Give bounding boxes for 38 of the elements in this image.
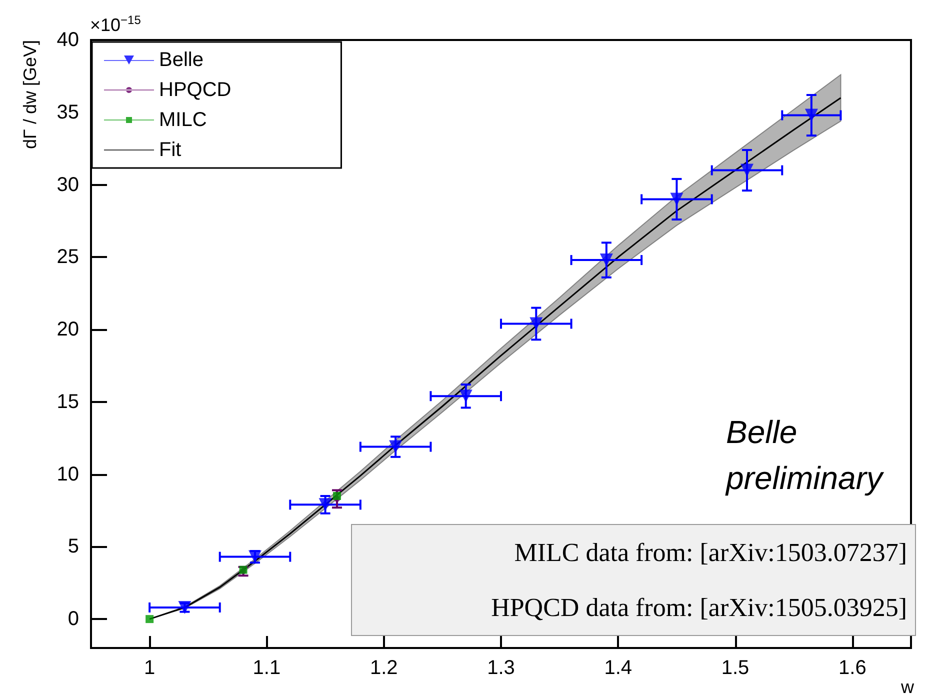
x-tick-label: 1.1	[252, 657, 281, 679]
x-tick-label: 1.3	[487, 657, 515, 679]
x-axis-title: w	[900, 677, 915, 696]
y-axis-title: dΓ / dw [GeV]	[20, 40, 40, 149]
annotation: preliminary	[725, 460, 884, 496]
point	[239, 566, 248, 574]
annotation: HPQCD data from: [arXiv:1505.03925]	[490, 592, 907, 622]
point	[530, 317, 543, 330]
legend-label: Fit	[159, 139, 182, 161]
legend-label: Belle	[159, 49, 204, 71]
annotation: MILC data from: [arXiv:1503.07237]	[513, 538, 907, 568]
point	[740, 164, 754, 177]
x-tick-label: 1	[144, 657, 156, 679]
legend-label: MILC	[159, 109, 207, 131]
y-tick-label: 20	[56, 318, 79, 341]
y-tick-label: 25	[56, 246, 79, 268]
point	[600, 254, 613, 267]
point	[318, 498, 332, 512]
point	[804, 108, 818, 122]
x-tick-label: 1.5	[721, 657, 750, 679]
y-tick-label: 0	[68, 608, 79, 630]
legend-label: HPQCD	[159, 79, 232, 101]
x-tick-label: 1.4	[604, 657, 632, 679]
y-tick-label: 15	[56, 390, 79, 413]
y-tick-label: 5	[68, 536, 79, 558]
point	[333, 492, 341, 500]
point	[670, 192, 684, 206]
point	[389, 440, 402, 454]
y-tick-label: 30	[56, 174, 79, 196]
note-box: MILC data from: [arXiv:1503.07237] HPQCD data from: [arXiv:1505.03925]	[351, 524, 916, 636]
y-tick-label: 40	[56, 29, 79, 51]
x-tick-label: 1.2	[370, 657, 398, 679]
x-tick-label: 1.6	[838, 657, 866, 679]
point	[146, 615, 154, 624]
point	[459, 390, 472, 403]
annotation: Belle	[726, 414, 798, 450]
y-tick-label: 10	[56, 463, 79, 486]
y-tick-label: 35	[56, 101, 79, 124]
